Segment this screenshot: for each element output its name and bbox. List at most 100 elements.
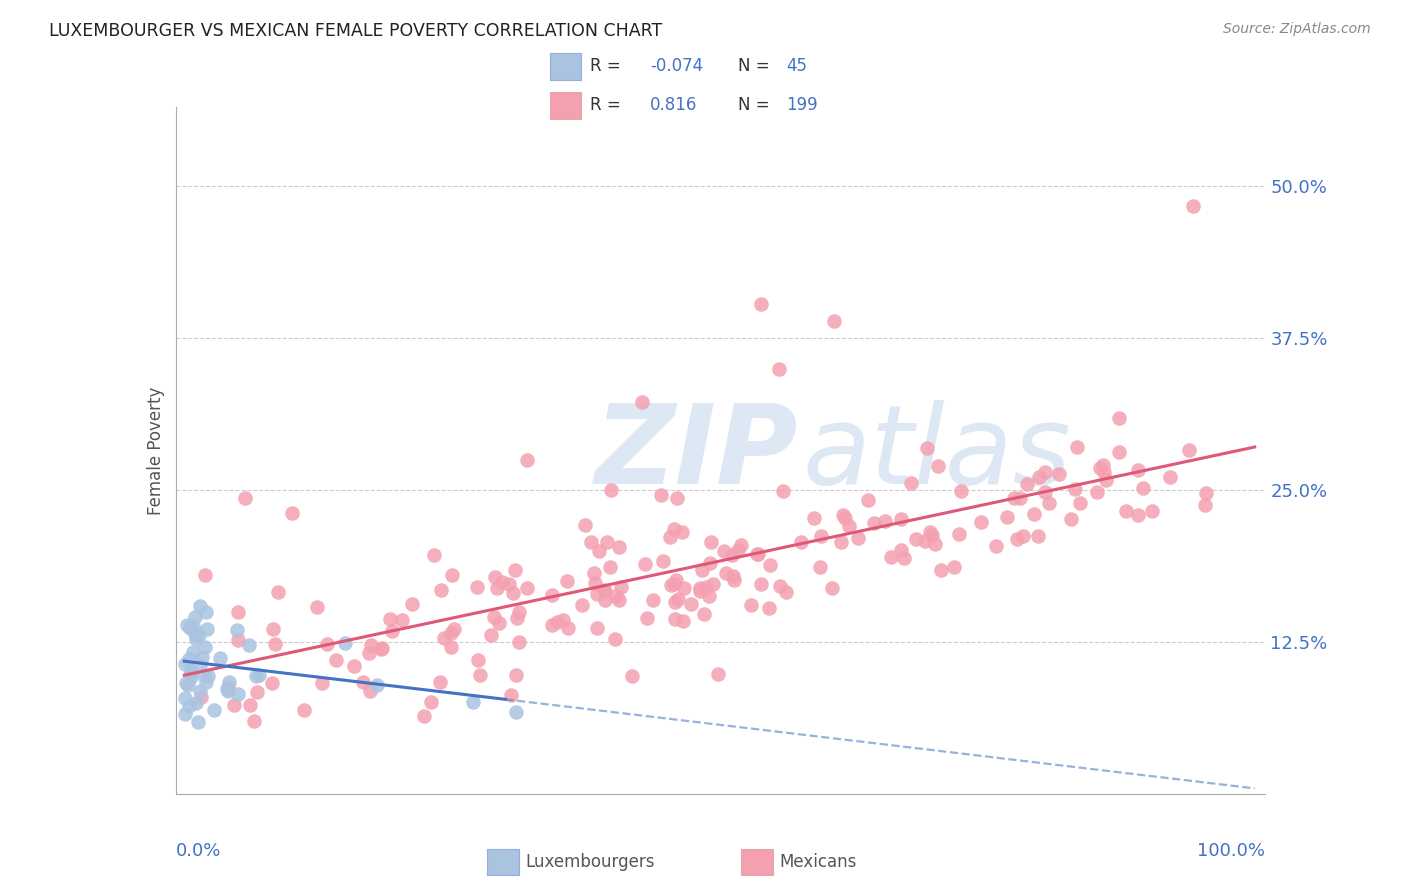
Point [1038, 496, 1060, 510]
Point [662, 522, 685, 536]
Point [1181, 199, 1204, 213]
Point [721, 569, 744, 583]
Point [1115, 504, 1137, 518]
Point [915, 441, 938, 455]
Point [1088, 461, 1111, 475]
Point [1033, 484, 1056, 499]
Point [1159, 470, 1181, 484]
Point [443, 622, 465, 636]
Point [180, 665, 202, 679]
Point [695, 580, 717, 594]
Point [723, 573, 745, 587]
Point [697, 590, 720, 604]
Point [603, 632, 626, 646]
Point [1022, 507, 1045, 521]
Point [672, 614, 695, 628]
Point [267, 585, 290, 599]
Point [433, 631, 456, 645]
Point [226, 624, 249, 638]
Point [423, 548, 446, 562]
Point [1047, 467, 1070, 481]
Point [541, 588, 564, 602]
Point [830, 535, 852, 549]
Point [636, 610, 658, 624]
Point [484, 570, 506, 584]
Point [821, 581, 844, 595]
Point [1066, 440, 1088, 454]
Point [245, 668, 267, 682]
Point [183, 621, 205, 635]
Point [665, 573, 688, 587]
Point [501, 688, 523, 702]
Point [1178, 443, 1201, 458]
Point [593, 584, 616, 599]
Point [768, 361, 790, 376]
FancyBboxPatch shape [741, 849, 773, 874]
Point [239, 698, 262, 712]
Point [555, 574, 578, 588]
Point [949, 483, 972, 498]
Point [551, 613, 574, 627]
Point [224, 698, 246, 713]
Point [890, 543, 912, 558]
Point [900, 475, 922, 490]
Point [174, 657, 197, 671]
Point [1064, 483, 1087, 497]
Point [929, 563, 952, 577]
Point [315, 637, 337, 651]
Point [803, 511, 825, 525]
Point [666, 491, 689, 505]
Point [292, 702, 315, 716]
Point [599, 559, 621, 574]
Point [190, 690, 212, 705]
Point [631, 395, 654, 409]
Point [311, 676, 333, 690]
Point [689, 582, 711, 596]
Point [758, 600, 780, 615]
Point [775, 584, 797, 599]
Point [693, 607, 716, 621]
Point [1026, 529, 1049, 543]
Point [429, 675, 451, 690]
Point [856, 492, 879, 507]
Point [970, 515, 993, 529]
Point [202, 704, 225, 718]
Point [360, 638, 382, 652]
Point [643, 593, 665, 607]
Point [194, 640, 217, 654]
Point [441, 568, 464, 582]
Point [664, 594, 686, 608]
Point [1028, 470, 1050, 484]
Point [918, 524, 941, 539]
Point [914, 533, 936, 548]
Point [664, 612, 686, 626]
Point [238, 638, 260, 652]
FancyBboxPatch shape [550, 54, 581, 80]
Point [823, 314, 845, 328]
Point [943, 560, 966, 574]
Text: Source: ZipAtlas.com: Source: ZipAtlas.com [1223, 22, 1371, 37]
Point [948, 527, 970, 541]
Point [467, 653, 489, 667]
Point [262, 622, 284, 636]
Point [508, 606, 530, 620]
Text: R =: R = [589, 96, 620, 114]
FancyBboxPatch shape [486, 849, 519, 874]
Text: 100.0%: 100.0% [1198, 842, 1265, 860]
Point [605, 589, 627, 603]
Point [174, 707, 197, 722]
Point [209, 651, 232, 665]
Point [745, 547, 768, 561]
Point [772, 484, 794, 499]
Point [188, 684, 211, 698]
Point [465, 580, 488, 594]
Text: 45: 45 [786, 57, 807, 75]
Point [600, 483, 623, 497]
Point [727, 542, 749, 557]
Point [193, 667, 215, 681]
Point [834, 511, 856, 525]
Point [699, 556, 721, 570]
Point [184, 610, 207, 624]
Point [690, 563, 713, 577]
Point [506, 610, 529, 624]
